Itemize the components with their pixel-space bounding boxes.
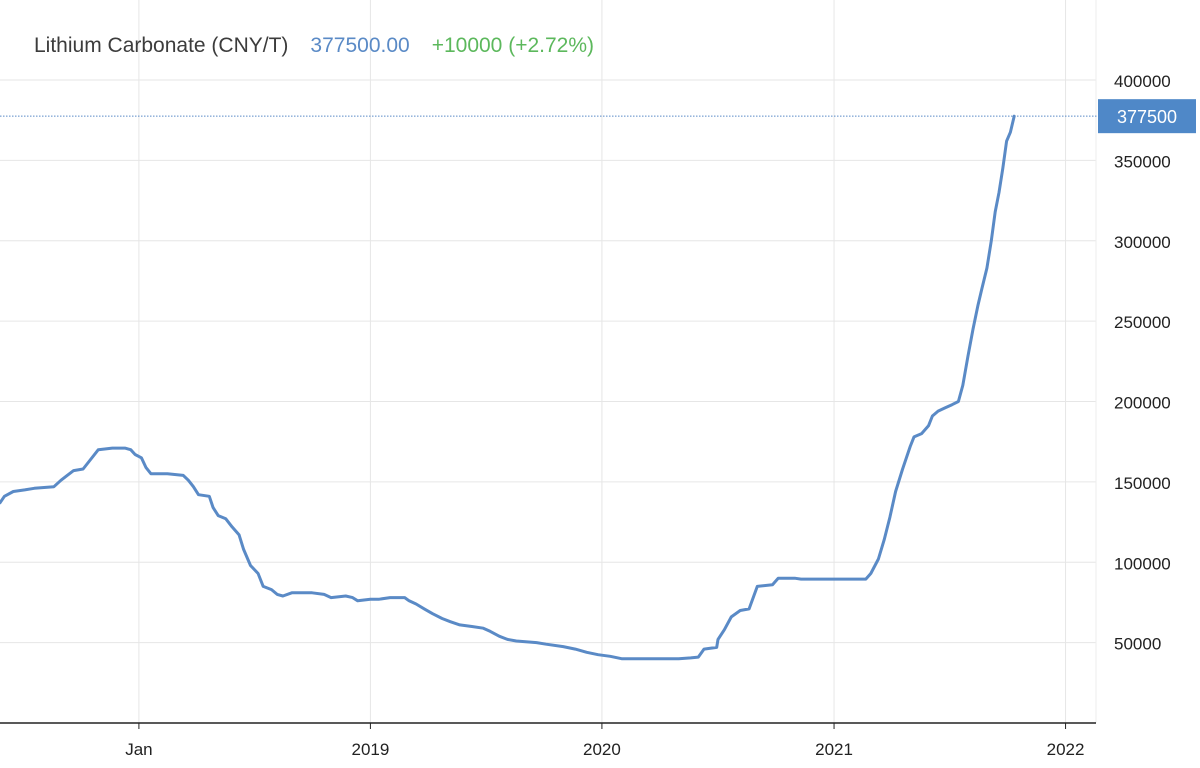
- price-line: [0, 114, 1016, 661]
- price-change: +10000 (+2.72%): [431, 34, 594, 57]
- last-value-label: 377500: [1117, 107, 1177, 127]
- chart-header: Lithium Carbonate (CNY/T) 377500.00 +100…: [34, 34, 594, 58]
- x-tick-label: Jan: [125, 740, 152, 759]
- x-tick-label: 2022: [1047, 740, 1085, 759]
- y-tick-label: 400000: [1114, 72, 1171, 91]
- x-tick-label: 2019: [351, 740, 389, 759]
- y-tick-label: 350000: [1114, 152, 1171, 171]
- grid: [0, 0, 1097, 723]
- y-tick-label: 100000: [1114, 554, 1171, 573]
- current-price: 377500.00: [310, 34, 410, 57]
- y-tick-label: 150000: [1114, 474, 1171, 493]
- overlay: 377500: [0, 99, 1196, 134]
- series: [0, 114, 1016, 661]
- axes: 50000 100000 150000 200000 250000 300000 35000…: [0, 72, 1171, 759]
- y-tick-label: 250000: [1114, 313, 1171, 332]
- x-tick-label: 2020: [583, 740, 621, 759]
- chart-title: Lithium Carbonate (CNY/T): [34, 34, 289, 57]
- y-tick-label: 300000: [1114, 233, 1171, 252]
- y-tick-label: 50000: [1114, 635, 1161, 654]
- last-value-badge: [1098, 99, 1196, 134]
- y-tick-label: 200000: [1114, 394, 1171, 413]
- x-tick-label: 2021: [815, 740, 853, 759]
